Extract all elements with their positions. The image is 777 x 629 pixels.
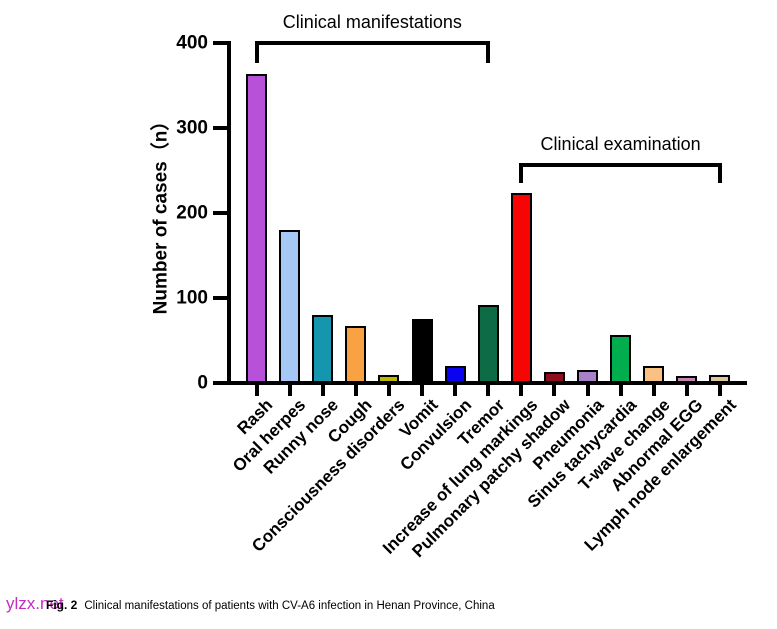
bracket-bar-clinical-examination [519, 163, 722, 167]
x-tick-mark [651, 385, 656, 396]
bar-tremor [477, 304, 499, 383]
x-tick-mark [486, 385, 491, 396]
caption-figure-number: Fig. 2 [46, 598, 78, 612]
y-axis-line [227, 41, 231, 385]
y-tick-label: 300 [176, 117, 208, 139]
bar-convulsion [444, 366, 466, 383]
x-tick-mark [420, 385, 424, 396]
bracket-label-clinical-manifestations: Clinical manifestations [282, 12, 462, 32]
x-tick-mark [618, 385, 623, 396]
bracket-end-right-clinical-examination [717, 163, 722, 183]
y-tick-label: 0 [197, 372, 208, 394]
x-tick-mark [386, 385, 391, 396]
watermark: ylzx.net [6, 594, 64, 613]
bar-vomit [411, 319, 433, 383]
bar-pneumonia [577, 370, 598, 383]
bracket-end-left-clinical-manifestations [254, 41, 259, 63]
y-tick-label: 100 [176, 287, 208, 309]
x-axis-line [227, 381, 747, 385]
y-tick-mark [213, 41, 227, 45]
bracket-end-right-clinical-manifestations [486, 41, 491, 63]
x-tick-mark [320, 385, 325, 396]
x-tick-mark [453, 385, 458, 396]
bar-abnormal-egg [676, 376, 698, 383]
bar-oral-herpes [279, 230, 301, 383]
x-tick-mark [353, 385, 358, 396]
bracket-bar-clinical-manifestations [254, 41, 491, 45]
y-tick-label: 200 [176, 202, 208, 224]
y-tick-mark [213, 381, 227, 385]
caption-text: Clinical manifestations of patients with… [84, 600, 495, 612]
y-axis-title: Number of cases（n） [150, 111, 172, 315]
bar-t-wave-change [643, 366, 665, 383]
bar-pulmonary-patchy-shadow [543, 371, 565, 383]
y-tick-mark [213, 211, 227, 215]
bracket-end-left-clinical-examination [519, 163, 524, 183]
figure-caption: Fig. 2 Clinical manifestations of patient… [46, 598, 495, 614]
x-tick-mark [254, 385, 259, 396]
x-tick-mark [585, 385, 590, 396]
y-tick-mark [213, 126, 227, 130]
bar-consciousness-disorders [378, 375, 400, 383]
bar-lymph-node-enlargement [709, 375, 731, 383]
y-tick-label: 400 [176, 32, 208, 54]
bracket-label-clinical-examination: Clinical examination [540, 134, 701, 154]
bar-sinus-tachycardia [610, 334, 632, 383]
bar-increase-of-lung-markings [510, 193, 532, 383]
bar-rash [246, 74, 267, 383]
x-tick-mark [684, 385, 689, 396]
y-tick-mark [213, 296, 227, 300]
x-tick-mark [519, 385, 524, 396]
bar-cough [345, 326, 367, 383]
x-tick-mark [287, 385, 292, 396]
x-tick-mark [552, 385, 557, 396]
x-tick-mark [717, 385, 722, 396]
bar-runny-nose [312, 315, 334, 383]
